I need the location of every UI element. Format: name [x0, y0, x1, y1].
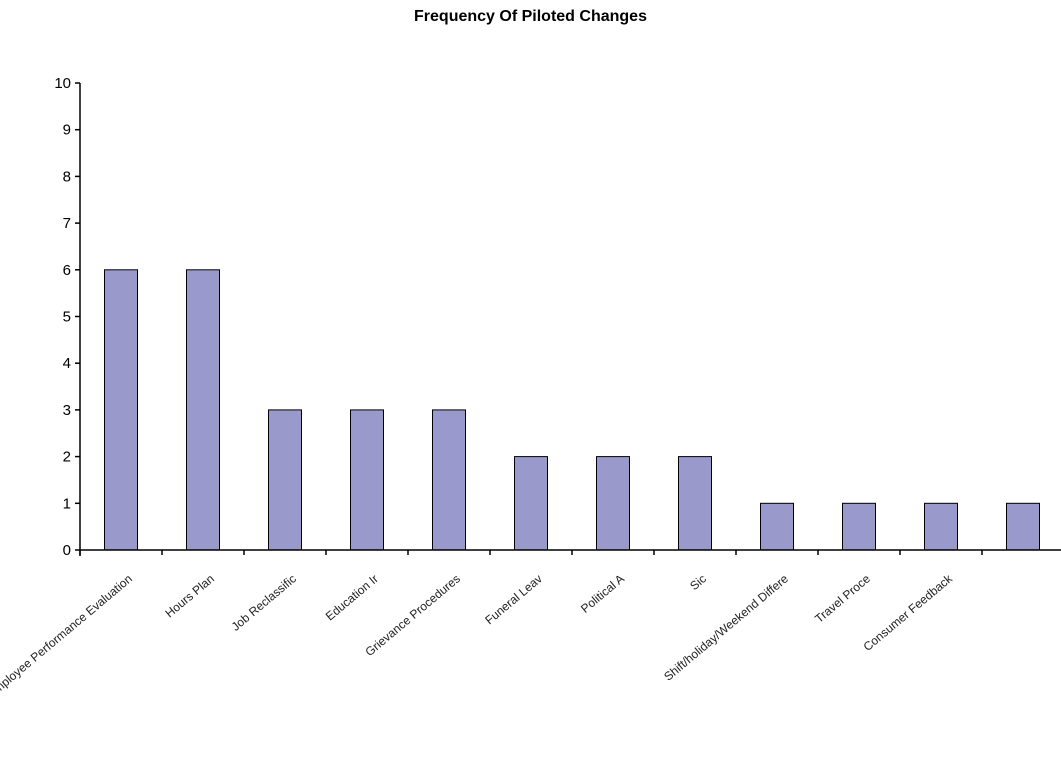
bar [842, 502, 876, 551]
y-tick-label: 3 [63, 402, 71, 419]
x-category-label: Travel Proce [812, 571, 873, 625]
x-category-label: Job Reclassific [229, 572, 299, 634]
bar [678, 456, 712, 551]
y-tick-label: 5 [63, 309, 71, 326]
y-tick-label: 4 [63, 355, 71, 372]
y-tick-label: 9 [63, 122, 71, 139]
bar [350, 409, 384, 551]
y-axis: 0 1 2 3 4 5 6 7 8 9 10 [54, 75, 81, 559]
x-category-label: Shift/holiday/Weekend Differe [661, 571, 791, 683]
y-tick-label: 0 [63, 542, 71, 559]
y-tick-label: 2 [63, 449, 71, 466]
bar [514, 456, 548, 551]
bar [760, 502, 794, 551]
y-tick-label: 6 [63, 262, 71, 279]
x-category-label: Employee Performance Evaluation [0, 572, 135, 701]
y-tick-label: 8 [63, 168, 71, 185]
y-tick-label: 1 [63, 495, 71, 512]
x-category-label: Sic [687, 572, 709, 593]
bar [104, 269, 138, 551]
x-axis: Employee Performance Evaluation Hours Pla… [0, 549, 1061, 701]
bar [268, 409, 302, 551]
bar [596, 456, 630, 551]
bar [432, 409, 466, 551]
x-category-label: Consumer Feedback [861, 571, 956, 654]
x-category-label: Hours Plan [162, 572, 216, 621]
x-category-label: Funeral Leav [482, 572, 545, 628]
x-category-label: Education Ir [323, 572, 381, 624]
chart-title: Frequency Of Piloted Changes [414, 8, 647, 25]
y-tick-label: 10 [54, 75, 71, 92]
bar [186, 269, 220, 551]
x-category-label: Political A [578, 572, 627, 616]
bar [1006, 502, 1040, 551]
y-tick-label: 7 [63, 215, 71, 232]
bar [924, 502, 958, 551]
bars-layer [104, 269, 1040, 551]
